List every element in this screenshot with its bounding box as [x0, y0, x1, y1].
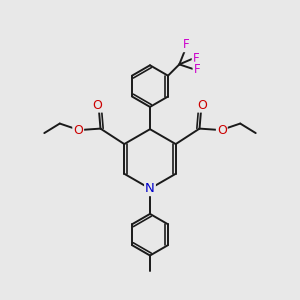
Text: F: F — [182, 38, 189, 51]
Text: O: O — [198, 99, 207, 112]
Text: O: O — [217, 124, 227, 137]
Text: O: O — [73, 124, 83, 137]
Text: F: F — [193, 52, 199, 65]
Text: N: N — [145, 182, 155, 195]
Text: O: O — [93, 99, 102, 112]
Text: F: F — [194, 63, 200, 76]
